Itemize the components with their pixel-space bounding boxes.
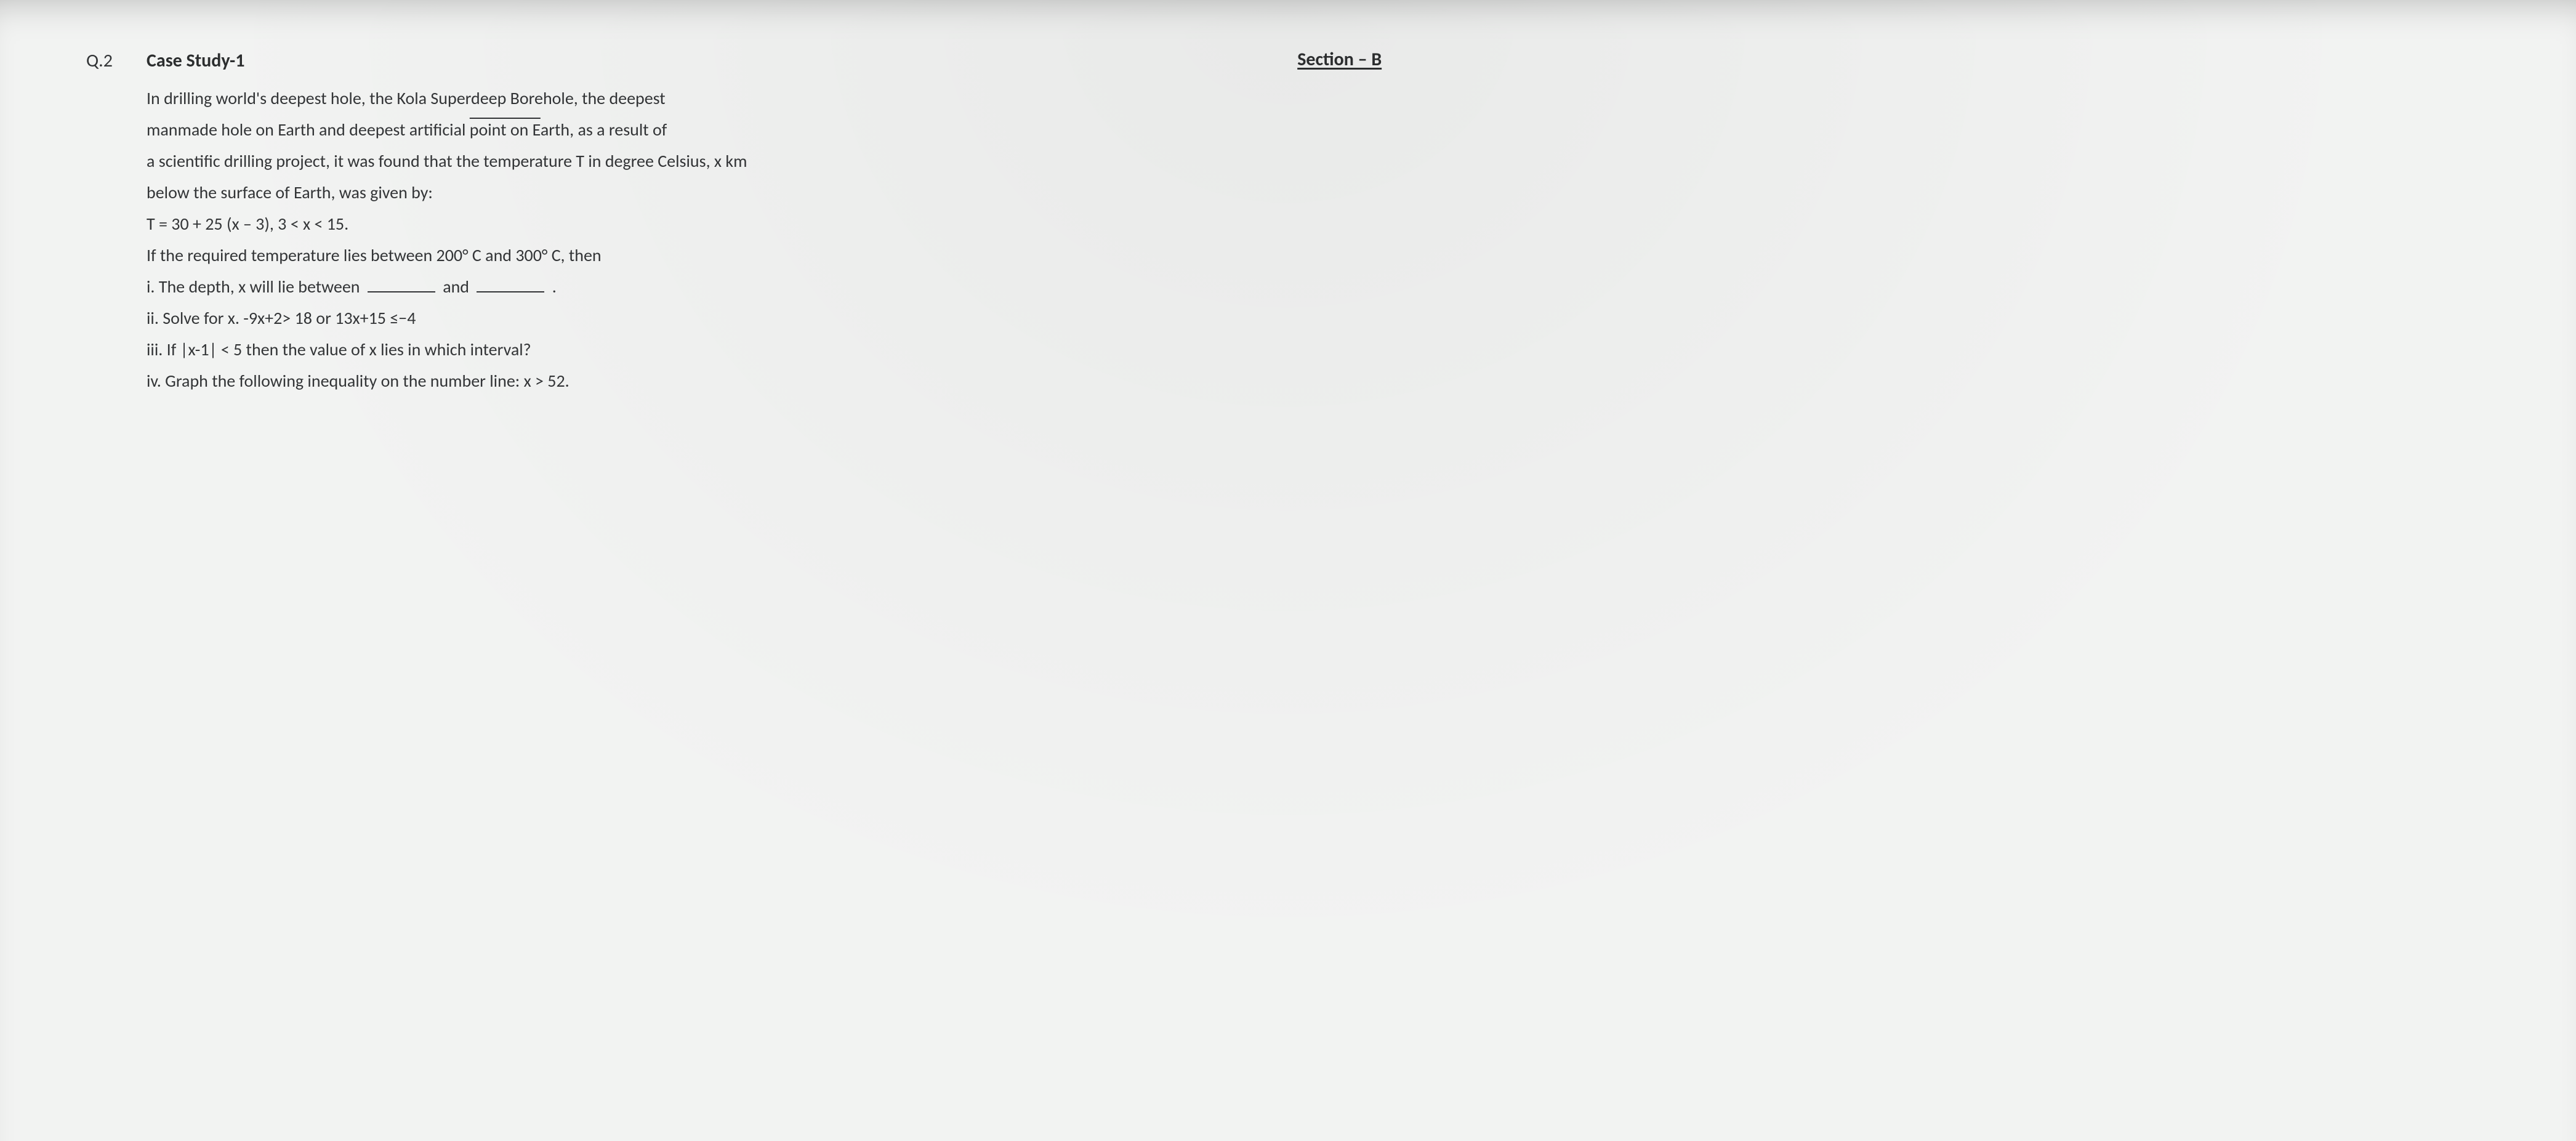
intro-line-2: manmade hole on Earth and deepest artifi… [147, 115, 885, 145]
item-i-suffix: . [552, 276, 557, 297]
condition-line: If the required temperature lies between… [147, 240, 885, 270]
item-ii: ii. Solve for x. -9x+2> 18 or 13x+15 ≤−4 [147, 303, 885, 333]
exam-page: Section – B Q.2 Case Study-1 In drilling… [0, 0, 2576, 1141]
item-i: i. The depth, x will lie between and . [147, 272, 885, 302]
formula-line: T = 30 + 25 (x – 3), 3 < x < 15. [147, 209, 885, 239]
question-number: Q.2 [86, 49, 129, 72]
overline-text: point on E [470, 119, 541, 140]
item-iv: iv. Graph the following inequality on th… [147, 366, 885, 396]
section-heading: Section – B [1297, 48, 1382, 71]
case-study-title: Case Study-1 [147, 49, 885, 72]
intro-line-2-pre: manmade hole on Earth and deepest artifi… [147, 119, 470, 140]
item-i-prefix: i. The depth, x will lie between [147, 276, 360, 297]
intro-line-4: below the surface of Earth, was given by… [147, 177, 885, 208]
intro-line-2-post: arth, as a result of [541, 119, 667, 140]
item-iii: iii. If |x-1| < 5 then the value of x li… [147, 334, 885, 365]
question-row: Q.2 Case Study-1 In drilling world's dee… [86, 49, 2527, 397]
question-content: Case Study-1 In drilling world's deepest… [147, 49, 885, 397]
intro-line-3: a scientific drilling project, it was fo… [147, 146, 885, 176]
blank-2 [477, 274, 544, 292]
item-i-mid: and [443, 276, 469, 297]
question-body: In drilling world's deepest hole, the Ko… [147, 83, 885, 396]
blank-1 [368, 274, 435, 292]
intro-line-1: In drilling world's deepest hole, the Ko… [147, 83, 885, 113]
